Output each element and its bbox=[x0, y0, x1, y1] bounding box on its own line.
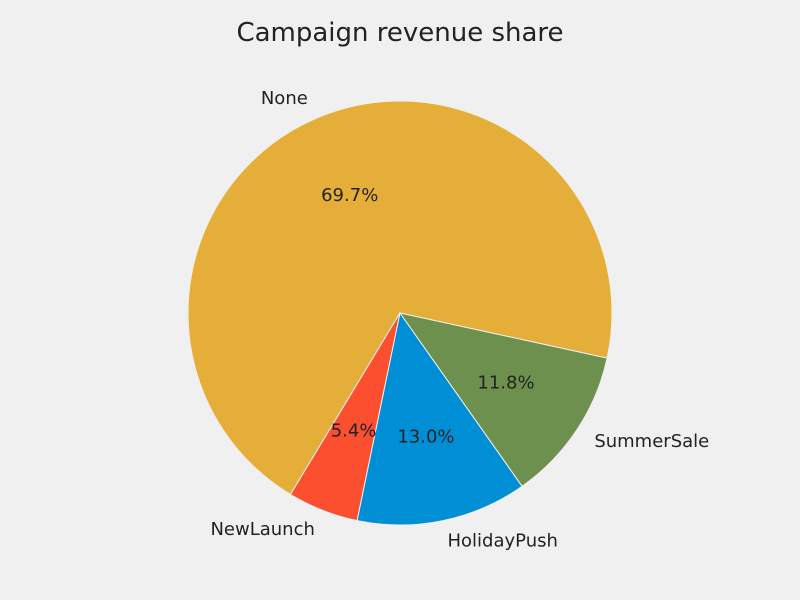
slice-label-holidaypush: HolidayPush bbox=[448, 530, 558, 551]
chart-title: Campaign revenue share bbox=[236, 18, 563, 48]
slice-percent-newlaunch: 5.4% bbox=[331, 420, 377, 441]
slice-percent-holidaypush: 13.0% bbox=[397, 427, 454, 448]
pie-slice-none bbox=[187, 100, 613, 496]
pie-slices bbox=[187, 100, 613, 526]
slice-percent-none: 69.7% bbox=[321, 185, 378, 206]
slice-percent-summersale: 11.8% bbox=[477, 372, 534, 393]
pie-labels: None 69.7% NewLaunch 5.4% HolidayPush 13.0% Su… bbox=[210, 88, 709, 552]
pie-slice-holidaypush bbox=[356, 311, 523, 526]
slice-label-newlaunch: NewLaunch bbox=[210, 519, 314, 540]
slice-label-summersale: SummerSale bbox=[594, 431, 709, 452]
slice-label-none: None bbox=[261, 88, 308, 109]
pie-slice-summersale bbox=[398, 312, 608, 487]
